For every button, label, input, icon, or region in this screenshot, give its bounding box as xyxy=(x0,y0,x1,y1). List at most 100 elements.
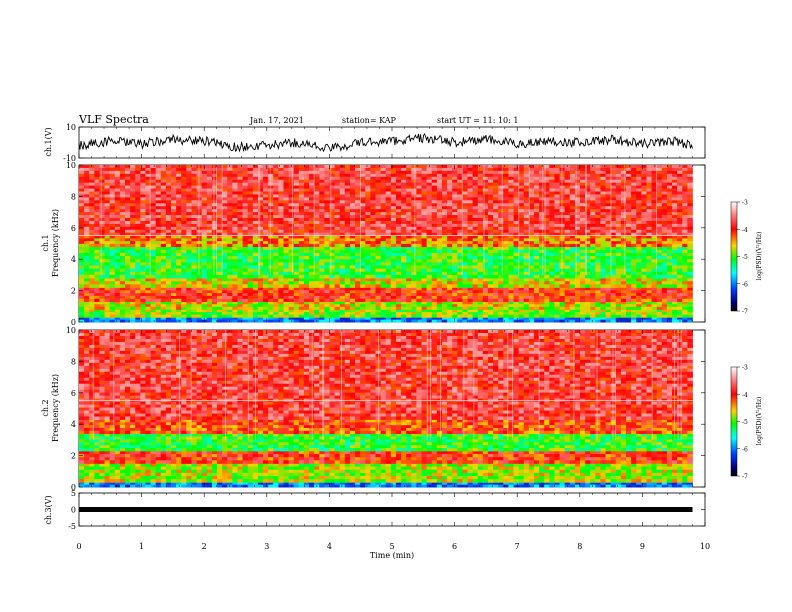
spectrogram-cell xyxy=(447,306,453,310)
spectrogram-cell xyxy=(263,238,269,242)
spectrogram-cell xyxy=(242,170,249,175)
spectrogram-cell xyxy=(508,274,514,279)
spectrogram-cell xyxy=(503,268,509,273)
spectrogram-cell xyxy=(656,278,663,282)
spectrogram-cell xyxy=(252,182,259,186)
spectrogram-cell xyxy=(441,262,448,266)
spectrogram-cell xyxy=(355,301,361,305)
spectrogram-cell xyxy=(155,170,162,175)
spectrogram-cell xyxy=(508,238,514,242)
spectrogram-cell xyxy=(605,298,612,302)
spectrogram-cell xyxy=(298,232,305,237)
spectrogram-cell xyxy=(242,176,249,181)
spectrogram-cell xyxy=(395,235,402,239)
spectrogram-cell xyxy=(89,262,95,266)
spectrogram-cell xyxy=(508,265,514,270)
spectrogram-cell xyxy=(268,265,274,270)
spectrogram-cell xyxy=(155,223,162,228)
spectrogram-cell xyxy=(421,238,428,242)
spectrogram-cell xyxy=(89,209,95,213)
spectrogram-cell xyxy=(370,173,376,178)
spectrogram-cell xyxy=(273,259,279,263)
spectrogram-cell xyxy=(79,235,85,239)
spectrogram-cell xyxy=(344,278,351,282)
spectrogram-cell xyxy=(89,317,95,321)
spectrogram-cell xyxy=(656,317,663,321)
spectrogram-cell xyxy=(610,268,617,273)
spectrogram-cell xyxy=(549,298,555,302)
spectrogram-cell xyxy=(426,309,433,313)
spectrogram-cell xyxy=(544,252,550,257)
spectrogram-cell xyxy=(319,223,325,228)
spectrogram-cell xyxy=(181,249,187,254)
spectrogram-cell xyxy=(646,314,652,318)
spectrogram-cell xyxy=(217,309,223,313)
spectrogram-cell xyxy=(119,179,126,184)
spectrogram-cell xyxy=(559,287,566,291)
spectrogram-cell xyxy=(186,176,192,181)
spectrogram-cell xyxy=(232,293,238,297)
spectrogram-cell xyxy=(99,246,105,251)
spectrogram-cell xyxy=(201,246,208,251)
spectrogram-cell xyxy=(349,298,356,302)
spectrogram-cell xyxy=(135,203,141,207)
spectrogram-cell xyxy=(406,265,412,270)
spectrogram-cell xyxy=(344,319,351,323)
spectrogram-cell xyxy=(457,265,463,270)
spectrogram-cell xyxy=(523,312,530,316)
spectrogram-cell xyxy=(171,188,177,192)
spectrogram-cell xyxy=(237,309,243,313)
spectrogram-cell xyxy=(165,197,172,201)
spectrogram-cell xyxy=(462,295,468,300)
spectrogram-cell xyxy=(268,256,274,260)
spectrogram-cell xyxy=(365,278,371,282)
spectrogram-cell xyxy=(401,304,407,308)
spectrogram-cell xyxy=(375,314,382,318)
spectrogram-cell xyxy=(227,274,233,279)
spectrogram-cell xyxy=(349,241,356,245)
spectrogram-cell xyxy=(329,317,336,321)
spectrogram-cell xyxy=(656,259,663,263)
spectrogram-cell xyxy=(288,179,295,184)
spectrogram-cell xyxy=(217,229,223,234)
spectrogram-cell xyxy=(293,249,300,254)
spectrogram-cell xyxy=(339,243,346,248)
spectrogram-cell xyxy=(186,188,192,192)
spectrogram-cell xyxy=(324,197,330,201)
spectrogram-cell xyxy=(222,298,228,302)
spectrogram-cell xyxy=(94,215,100,219)
spectrogram-cell xyxy=(171,182,177,186)
spectrogram-cell xyxy=(590,298,596,302)
spectrogram-cell xyxy=(135,301,141,305)
spectrogram-cell xyxy=(247,179,254,184)
spectrogram-cell xyxy=(365,173,371,178)
spectrogram-cell xyxy=(227,220,233,225)
spectrogram-cell xyxy=(355,206,361,210)
spectrogram-cell xyxy=(268,262,274,266)
spectrogram-cell xyxy=(155,182,162,186)
spectrogram-cell xyxy=(355,232,361,237)
spectrogram-cell xyxy=(140,271,146,276)
spectrogram-cell xyxy=(672,306,678,310)
spectrogram-cell xyxy=(242,232,249,237)
spectrogram-cell xyxy=(314,312,320,316)
spectrogram-cell xyxy=(631,298,637,302)
spectrogram-cell xyxy=(344,262,351,266)
spectrogram-cell xyxy=(329,185,336,189)
spectrogram-cell xyxy=(237,200,243,204)
spectrogram-cell xyxy=(431,304,438,308)
spectrogram-cell xyxy=(160,241,167,245)
spectrogram-cell xyxy=(319,314,325,318)
spectrogram-cell xyxy=(303,271,310,276)
spectrogram-cell xyxy=(309,271,315,276)
spectrogram-cell xyxy=(84,173,90,178)
spectrogram-cell xyxy=(119,197,126,201)
spectrogram-cell xyxy=(580,301,586,305)
spectrogram-cell xyxy=(94,304,100,308)
spectrogram-cell xyxy=(94,238,100,242)
spectrogram-cell xyxy=(324,268,330,273)
spectrogram-cell xyxy=(339,298,346,302)
spectrogram-cell xyxy=(395,295,402,300)
spectrogram-cell xyxy=(242,165,249,169)
spectrogram-cell xyxy=(498,312,504,316)
